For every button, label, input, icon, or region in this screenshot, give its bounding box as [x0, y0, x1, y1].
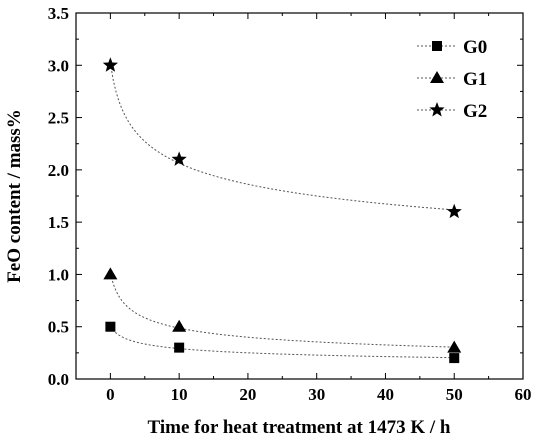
y-tick-label: 1.5	[48, 213, 69, 232]
data-markers	[102, 57, 462, 364]
x-axis-title: Time for heat treatment at 1473 K / h	[148, 417, 451, 438]
legend-label-g1: G1	[463, 69, 487, 90]
y-tick-label: 0.5	[48, 318, 69, 337]
x-tick-label: 60	[515, 385, 532, 404]
data-point-g0	[174, 342, 185, 353]
legend-marker-g2	[429, 102, 445, 117]
y-axis-title: FeO content / mass%	[4, 109, 25, 283]
legend-label-g0: G0	[463, 37, 487, 58]
axis-ticks: 0 10 20 30 40 50 60 0.0 0.5 1.0 1.5 2.0 2.5 3.0 3.5	[48, 4, 532, 404]
legend-marker-g1	[430, 71, 444, 83]
data-point-g1	[172, 319, 187, 332]
data-point-g2	[171, 151, 187, 166]
y-tick-label: 3.0	[48, 56, 69, 75]
legend-label-g2: G2	[463, 101, 487, 122]
legend-marker-g0	[432, 41, 442, 51]
fit-curves	[109, 63, 455, 359]
y-tick-label: 2.0	[48, 161, 69, 180]
x-tick-label: 40	[377, 385, 394, 404]
data-point-g1	[103, 267, 118, 280]
data-point-g0	[105, 321, 116, 332]
fit-curve-g1	[109, 273, 455, 348]
x-tick-label: 30	[308, 385, 325, 404]
x-tick-label: 0	[106, 385, 115, 404]
y-tick-label: 0.0	[48, 370, 69, 389]
y-tick-label: 2.5	[48, 109, 69, 128]
fit-curve-g0	[109, 325, 455, 359]
data-point-g2	[102, 57, 118, 72]
x-tick-label: 10	[171, 385, 188, 404]
y-tick-label: 1.0	[48, 265, 69, 284]
legend: G0 G1 G2	[417, 37, 487, 122]
data-point-g1	[447, 340, 462, 353]
x-tick-label: 20	[239, 385, 256, 404]
data-point-g2	[446, 203, 462, 219]
plot-frame	[75, 12, 524, 380]
x-tick-label: 50	[446, 385, 463, 404]
fit-curve-g2	[109, 63, 455, 211]
data-point-g0	[449, 353, 460, 364]
y-tick-label: 3.5	[48, 4, 69, 23]
